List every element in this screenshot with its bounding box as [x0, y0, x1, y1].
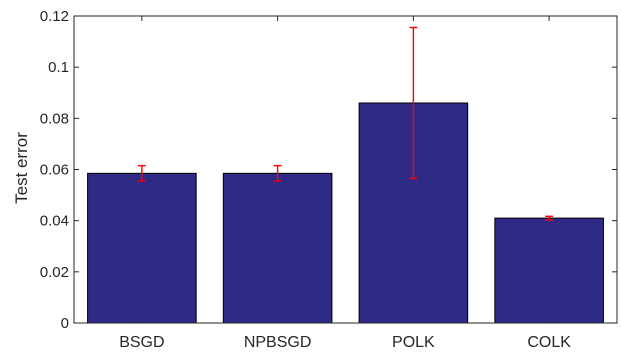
y-tick-label: 0.08 [40, 110, 69, 127]
x-tick-label-colk: COLK [527, 334, 571, 351]
y-tick-label: 0 [61, 315, 69, 332]
x-tick-label-polk: POLK [392, 334, 435, 351]
y-axis-title: Test error [12, 132, 31, 204]
y-tick-label: 0.06 [40, 162, 69, 179]
y-tick-label: 0.02 [40, 264, 69, 281]
y-tick-label: 0.1 [48, 59, 69, 76]
bar-colk [494, 217, 604, 324]
bar-bsgd [87, 172, 197, 324]
x-tick-label-bsgd: BSGD [119, 334, 164, 351]
y-tick-label: 0.04 [40, 213, 69, 230]
y-tick-label: 0.12 [40, 8, 69, 25]
plot-area: 0 0.02 0.04 0.06 0.08 0.1 0.12 BSGD NPBSGD POLK CO… [40, 8, 618, 351]
bar-npbsgd [222, 172, 333, 324]
x-tick-label-npbsgd: NPBSGD [244, 334, 312, 351]
